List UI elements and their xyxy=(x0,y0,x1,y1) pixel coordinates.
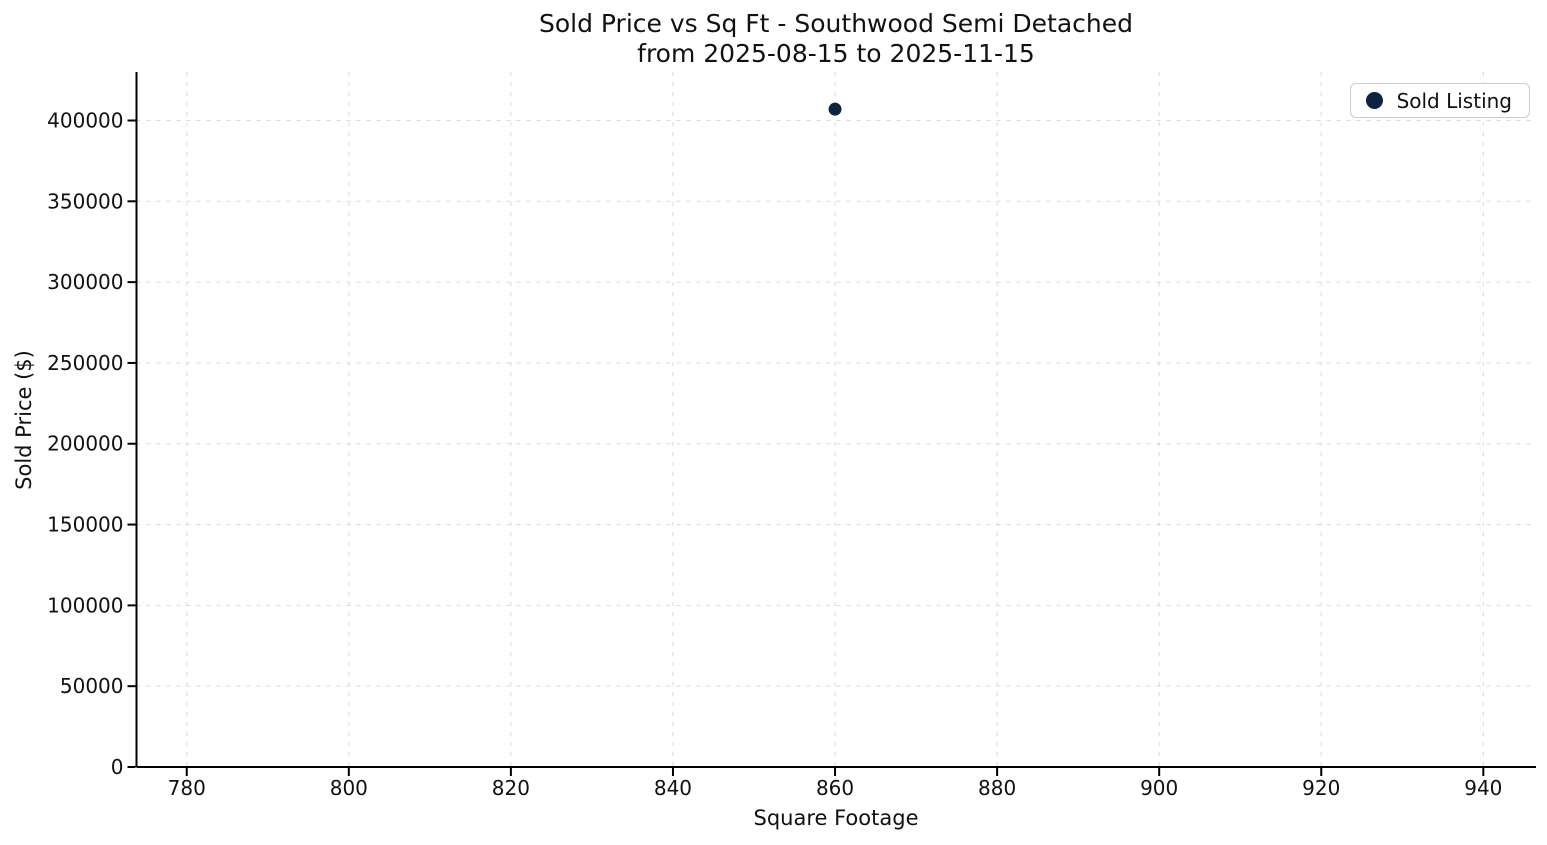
y-tick-label: 100000 xyxy=(47,593,123,617)
y-axis-label: Sold Price ($) xyxy=(12,350,36,490)
x-tick-label: 840 xyxy=(654,776,692,800)
x-tick-label: 860 xyxy=(816,776,854,800)
x-tick-label: 780 xyxy=(168,776,206,800)
x-tick-label: 900 xyxy=(1140,776,1178,800)
y-tick-label: 350000 xyxy=(47,189,123,213)
x-axis-label: Square Footage xyxy=(753,806,919,830)
chart-title-line-2: from 2025-08-15 to 2025-11-15 xyxy=(637,39,1035,68)
y-tick-label: 300000 xyxy=(47,270,123,294)
y-tick-label: 0 xyxy=(111,755,124,779)
y-tick-label: 250000 xyxy=(47,351,123,375)
legend: Sold Listing xyxy=(1349,83,1530,118)
chart-title-line-1: Sold Price vs Sq Ft - Southwood Semi Det… xyxy=(538,9,1133,38)
legend-label-sold-listing: Sold Listing xyxy=(1396,88,1512,113)
x-tick-label: 920 xyxy=(1302,776,1340,800)
y-tick-label: 50000 xyxy=(60,674,124,698)
x-tick-label: 800 xyxy=(330,776,368,800)
y-tick-label: 150000 xyxy=(47,513,123,537)
x-tick-label: 880 xyxy=(978,776,1016,800)
sold-listing-marker-icon xyxy=(1365,92,1383,109)
scatter-point-sold-listing xyxy=(828,102,842,116)
chart-title: Sold Price vs Sq Ft - Southwood Semi Det… xyxy=(136,9,1536,69)
x-tick-label: 820 xyxy=(492,776,530,800)
y-tick-label: 400000 xyxy=(47,108,123,132)
x-tick-label: 940 xyxy=(1464,776,1502,800)
y-tick-label: 200000 xyxy=(47,432,123,456)
